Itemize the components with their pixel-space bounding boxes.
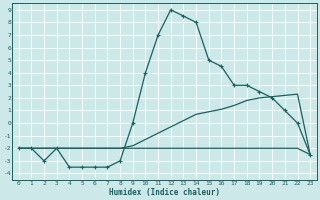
X-axis label: Humidex (Indice chaleur): Humidex (Indice chaleur) xyxy=(109,188,220,197)
